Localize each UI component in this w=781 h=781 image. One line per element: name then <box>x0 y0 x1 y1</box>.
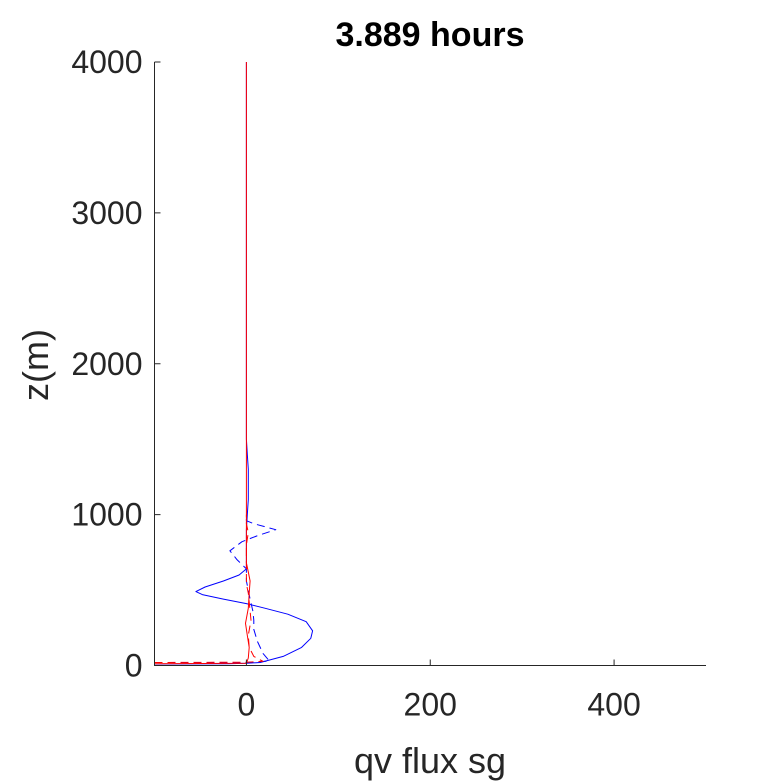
ticks-layer: 0 1000 2000 3000 4000 0 200 400 <box>71 44 640 723</box>
series-line-0 <box>154 62 314 665</box>
y-tick-label: 1000 <box>71 497 142 533</box>
series-line-2 <box>154 62 251 665</box>
y-tick-label: 0 <box>125 648 143 684</box>
y-tick-label: 3000 <box>71 195 142 231</box>
y-tick-label: 4000 <box>71 44 142 80</box>
series-line-1 <box>154 514 277 663</box>
y-tick-label: 2000 <box>71 346 142 382</box>
series-layer <box>154 62 314 665</box>
y-axis-label: z(m) <box>15 329 56 401</box>
x-tick-label: 0 <box>238 687 256 723</box>
chart-title: 3.889 hours <box>336 16 525 54</box>
x-tick-label: 400 <box>587 687 640 723</box>
x-tick-label: 200 <box>404 687 457 723</box>
series-line-3 <box>154 514 264 663</box>
x-axis-label: qv flux sg <box>354 740 506 781</box>
